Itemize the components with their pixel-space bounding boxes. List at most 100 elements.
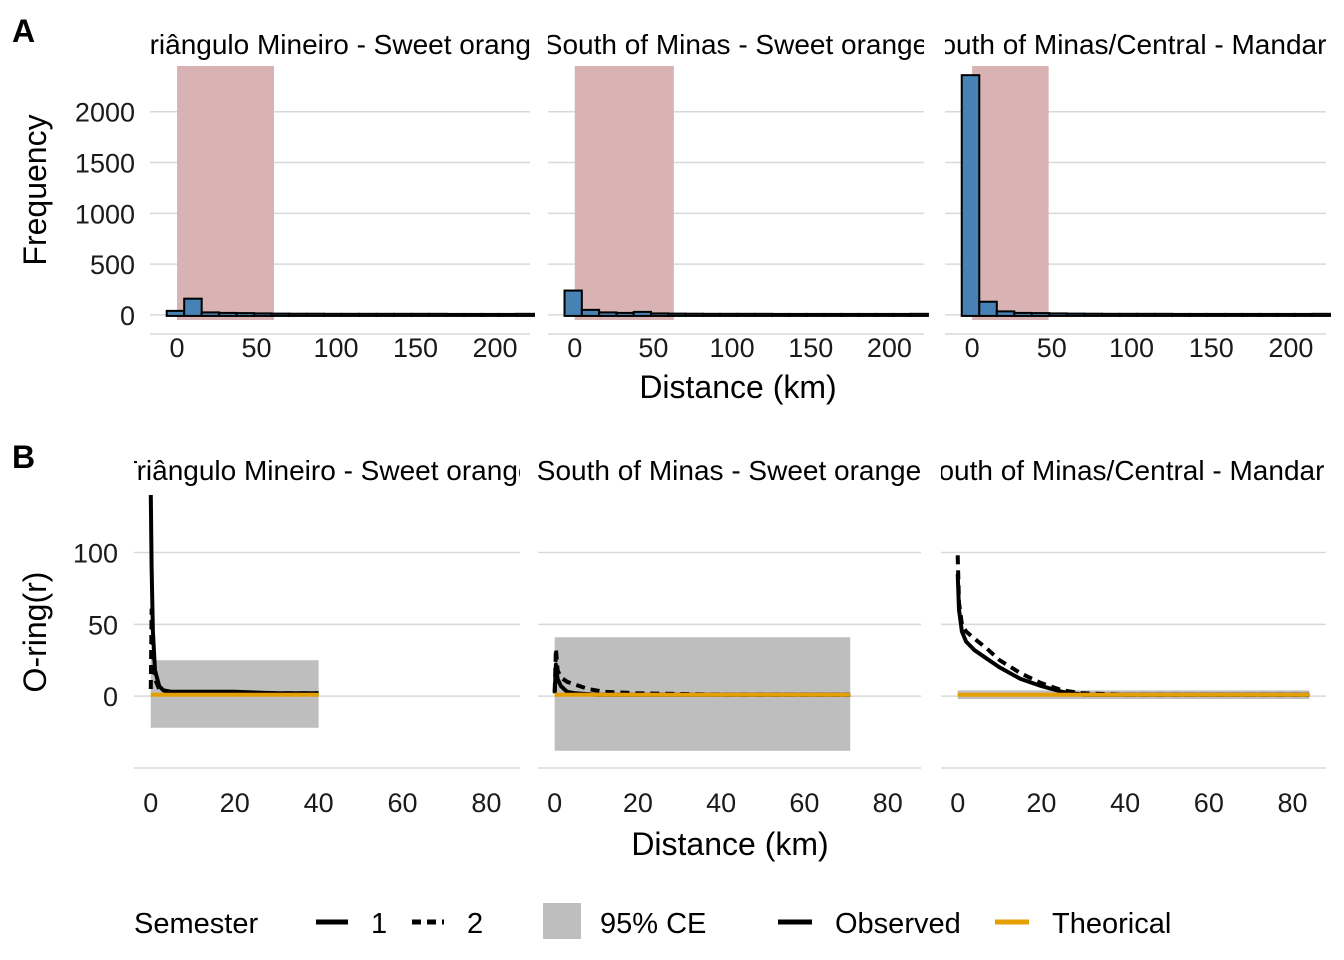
hist-bar-a3 xyxy=(1258,312,1279,317)
hist-bar-a2 xyxy=(771,312,791,317)
highlight-band-a1 xyxy=(177,66,275,320)
hist-bar-a1 xyxy=(480,312,500,317)
legend-semester-title: Semester xyxy=(134,908,258,940)
hist-bar-a3 xyxy=(1030,312,1051,317)
hist-bar-a2 xyxy=(736,312,756,317)
hist-bar-a1 xyxy=(445,312,466,317)
x-tick-label-b3: 0 xyxy=(950,788,965,818)
x-tick-label-a2: 100 xyxy=(710,333,755,363)
hist-bar-a3 xyxy=(1065,312,1086,317)
y-axis-title-b: O-ring(r) xyxy=(17,572,53,693)
x-tick-label-b1: 40 xyxy=(304,788,334,818)
y-tick-label-b: 50 xyxy=(88,610,118,640)
hist-bar-a2 xyxy=(823,312,843,317)
hist-bar-a3 xyxy=(1153,312,1174,317)
hist-bar-a1 xyxy=(253,312,273,317)
x-tick-label-b2: 0 xyxy=(547,788,562,818)
panel-label-b: B xyxy=(12,439,35,475)
strip-label-b1: Triângulo Mineiro - Sweet orange xyxy=(121,455,534,486)
observed-line-b1-semester-2 xyxy=(148,607,319,696)
panel-label-a: A xyxy=(12,13,35,49)
observed-line-b3-semester-1 xyxy=(955,573,1310,697)
hist-bar-a1 xyxy=(165,309,186,317)
x-tick-label-a1: 200 xyxy=(472,333,517,363)
hist-bar-a3 xyxy=(960,74,981,317)
legend-envelope-key xyxy=(543,903,581,939)
legend-theoretical-label: Theorical xyxy=(1052,908,1171,940)
hist-bar-a3 xyxy=(1101,312,1121,317)
x-axis-title-b: Distance (km) xyxy=(631,826,828,862)
hist-bar-a2 xyxy=(701,312,722,317)
hist-bar-a2 xyxy=(805,312,826,317)
x-tick-label-b1: 20 xyxy=(220,788,250,818)
y-tick-label-a: 2000 xyxy=(75,98,135,128)
x-tick-label-a2: 50 xyxy=(638,333,668,363)
hist-bar-a1 xyxy=(183,297,203,317)
hist-bar-a3 xyxy=(1311,312,1331,317)
hist-bar-a3 xyxy=(1188,312,1209,317)
hist-bar-a1 xyxy=(270,312,291,317)
hist-bar-a3 xyxy=(1118,312,1139,317)
hist-bar-a3 xyxy=(1083,312,1104,317)
hist-bar-a2 xyxy=(563,289,583,317)
hist-bar-a2 xyxy=(632,310,653,317)
hist-bar-a2 xyxy=(840,312,860,317)
hist-bar-a1 xyxy=(410,312,431,317)
x-tick-label-b3: 60 xyxy=(1194,788,1224,818)
y-tick-label-b: 0 xyxy=(103,682,118,712)
hist-bar-a3 xyxy=(1013,311,1033,317)
hist-bar-a1 xyxy=(200,311,221,317)
x-tick-label-a2: 200 xyxy=(867,333,912,363)
x-tick-label-a1: 100 xyxy=(313,333,358,363)
hist-bar-a1 xyxy=(288,312,308,317)
x-tick-label-a2: 0 xyxy=(567,333,582,363)
x-tick-label-a1: 50 xyxy=(242,333,272,363)
hist-bar-a3 xyxy=(1206,312,1226,317)
hist-bar-a2 xyxy=(788,312,808,317)
highlight-band-a2 xyxy=(574,66,674,320)
x-tick-label-a3: 200 xyxy=(1268,333,1313,363)
hist-bar-a2 xyxy=(857,312,878,317)
hist-bar-a1 xyxy=(235,312,256,317)
x-tick-label-b3: 80 xyxy=(1277,788,1307,818)
y-tick-label-b: 100 xyxy=(73,538,118,568)
hist-bar-a3 xyxy=(1136,312,1156,317)
legend-envelope-label: 95% CE xyxy=(600,908,706,940)
hist-bar-a1 xyxy=(340,312,361,317)
x-tick-label-b1: 0 xyxy=(143,788,158,818)
y-tick-label-a: 1000 xyxy=(75,199,135,229)
strip-label-a3: South of Minas/Central - Mandarin xyxy=(922,29,1344,60)
x-tick-label-b1: 60 xyxy=(387,788,417,818)
hist-bar-a2 xyxy=(875,312,895,317)
hist-bar-a3 xyxy=(1048,312,1068,317)
legend-observed-label: Observed xyxy=(835,908,961,940)
hist-bar-a1 xyxy=(323,312,343,317)
y-tick-label-a: 0 xyxy=(120,301,135,331)
hist-bar-a1 xyxy=(463,312,483,317)
hist-bar-a3 xyxy=(1171,312,1191,317)
hist-bar-a2 xyxy=(580,308,601,317)
hist-bar-a3 xyxy=(995,310,1016,317)
legend-semester-2-label: 2 xyxy=(467,908,483,940)
y-tick-label-a: 1500 xyxy=(75,149,135,179)
hist-bar-a2 xyxy=(615,311,635,317)
x-tick-label-b2: 40 xyxy=(706,788,736,818)
hist-bar-a2 xyxy=(909,312,929,317)
hist-bar-a1 xyxy=(375,312,396,317)
legend: Semester 1 2 95% CE Observed Theorical xyxy=(134,903,1171,940)
hist-bar-a2 xyxy=(684,312,704,317)
strip-label-a2: South of Minas - Sweet orange xyxy=(544,29,928,60)
x-tick-label-a1: 0 xyxy=(170,333,185,363)
hist-bar-a2 xyxy=(650,312,670,317)
highlight-band-a3 xyxy=(972,66,1049,320)
strip-label-b3: South of Minas/Central - Mandarin xyxy=(920,455,1344,486)
hist-bar-a1 xyxy=(515,312,535,317)
hist-bar-a1 xyxy=(358,312,378,317)
strip-label-b2: South of Minas - Sweet orange xyxy=(537,455,921,486)
x-tick-label-a3: 100 xyxy=(1109,333,1154,363)
hist-bar-a2 xyxy=(667,312,687,317)
hist-bar-a1 xyxy=(428,312,448,317)
hist-bar-a1 xyxy=(305,312,326,317)
